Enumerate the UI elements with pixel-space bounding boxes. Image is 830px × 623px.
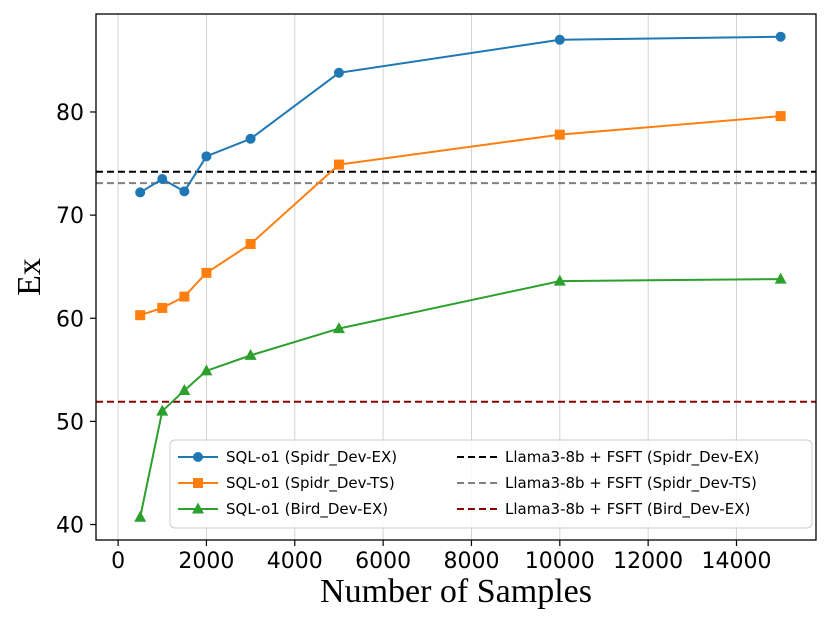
- data-point: [333, 159, 344, 170]
- y-tick-label: 80: [56, 101, 84, 126]
- data-point: [178, 383, 191, 395]
- y-tick-label: 50: [56, 410, 84, 435]
- data-point: [157, 302, 168, 313]
- data-point: [134, 510, 147, 522]
- data-point: [244, 348, 257, 360]
- reference-lines: [96, 170, 816, 403]
- data-point: [774, 272, 787, 284]
- data-point: [179, 186, 190, 197]
- data-point: [135, 310, 146, 321]
- legend-swatch-marker: [193, 478, 203, 488]
- legend-swatch-marker: [193, 452, 203, 462]
- legend-swatch-marker: [192, 502, 204, 514]
- legend-label: Llama3-8b + FSFT (Spidr_Dev-EX): [505, 448, 759, 467]
- data-point: [201, 267, 212, 278]
- x-tick-label: 12000: [613, 549, 683, 574]
- series-group: [135, 111, 786, 321]
- series-group: [134, 272, 787, 522]
- data-point: [245, 133, 256, 144]
- y-tick-label: 60: [56, 307, 84, 332]
- data-point: [245, 238, 256, 249]
- y-tick-label: 40: [56, 514, 84, 539]
- data-point: [554, 129, 565, 140]
- legend-label: SQL-o1 (Bird_Dev-EX): [226, 500, 388, 519]
- data-point: [775, 31, 786, 42]
- legend: SQL-o1 (Spidr_Dev-EX) SQL-o1 (Spidr_Dev-T…: [169, 439, 813, 529]
- x-tick-label: 6000: [355, 549, 411, 574]
- data-point: [775, 111, 786, 122]
- x-tick-label: 0: [111, 549, 125, 574]
- y-axis-ticks: 40 50 60 70 80: [56, 101, 96, 539]
- data-point: [201, 151, 212, 162]
- y-axis-title: Ex: [11, 258, 48, 296]
- data-point: [135, 187, 146, 198]
- data-point: [332, 322, 345, 334]
- data-point: [554, 34, 565, 45]
- legend-label: Llama3-8b + FSFT (Bird_Dev-EX): [505, 500, 750, 519]
- legend-label: Llama3-8b + FSFT (Spidr_Dev-TS): [505, 474, 757, 493]
- legend-label: SQL-o1 (Spidr_Dev-TS): [226, 474, 395, 493]
- data-point: [156, 404, 169, 416]
- data-point: [553, 274, 566, 286]
- plot-frame: [95, 13, 817, 541]
- x-axis-ticks: 0 2000 4000 6000 8000 10000 12000 14000: [111, 540, 771, 574]
- series-group: [135, 31, 786, 198]
- series-line: [139, 278, 781, 518]
- data-point: [333, 67, 344, 78]
- legend-label: SQL-o1 (Spidr_Dev-EX): [226, 448, 397, 467]
- x-tick-label: 4000: [267, 549, 323, 574]
- x-tick-label: 14000: [701, 549, 771, 574]
- data-point: [157, 174, 168, 185]
- x-axis-title: Number of Samples: [320, 573, 592, 610]
- data-series: [134, 31, 787, 522]
- data-point: [200, 364, 213, 376]
- x-tick-label: 8000: [443, 549, 499, 574]
- x-tick-label: 10000: [525, 549, 595, 574]
- data-point: [179, 291, 190, 302]
- y-tick-label: 70: [56, 204, 84, 229]
- x-tick-label: 2000: [178, 549, 234, 574]
